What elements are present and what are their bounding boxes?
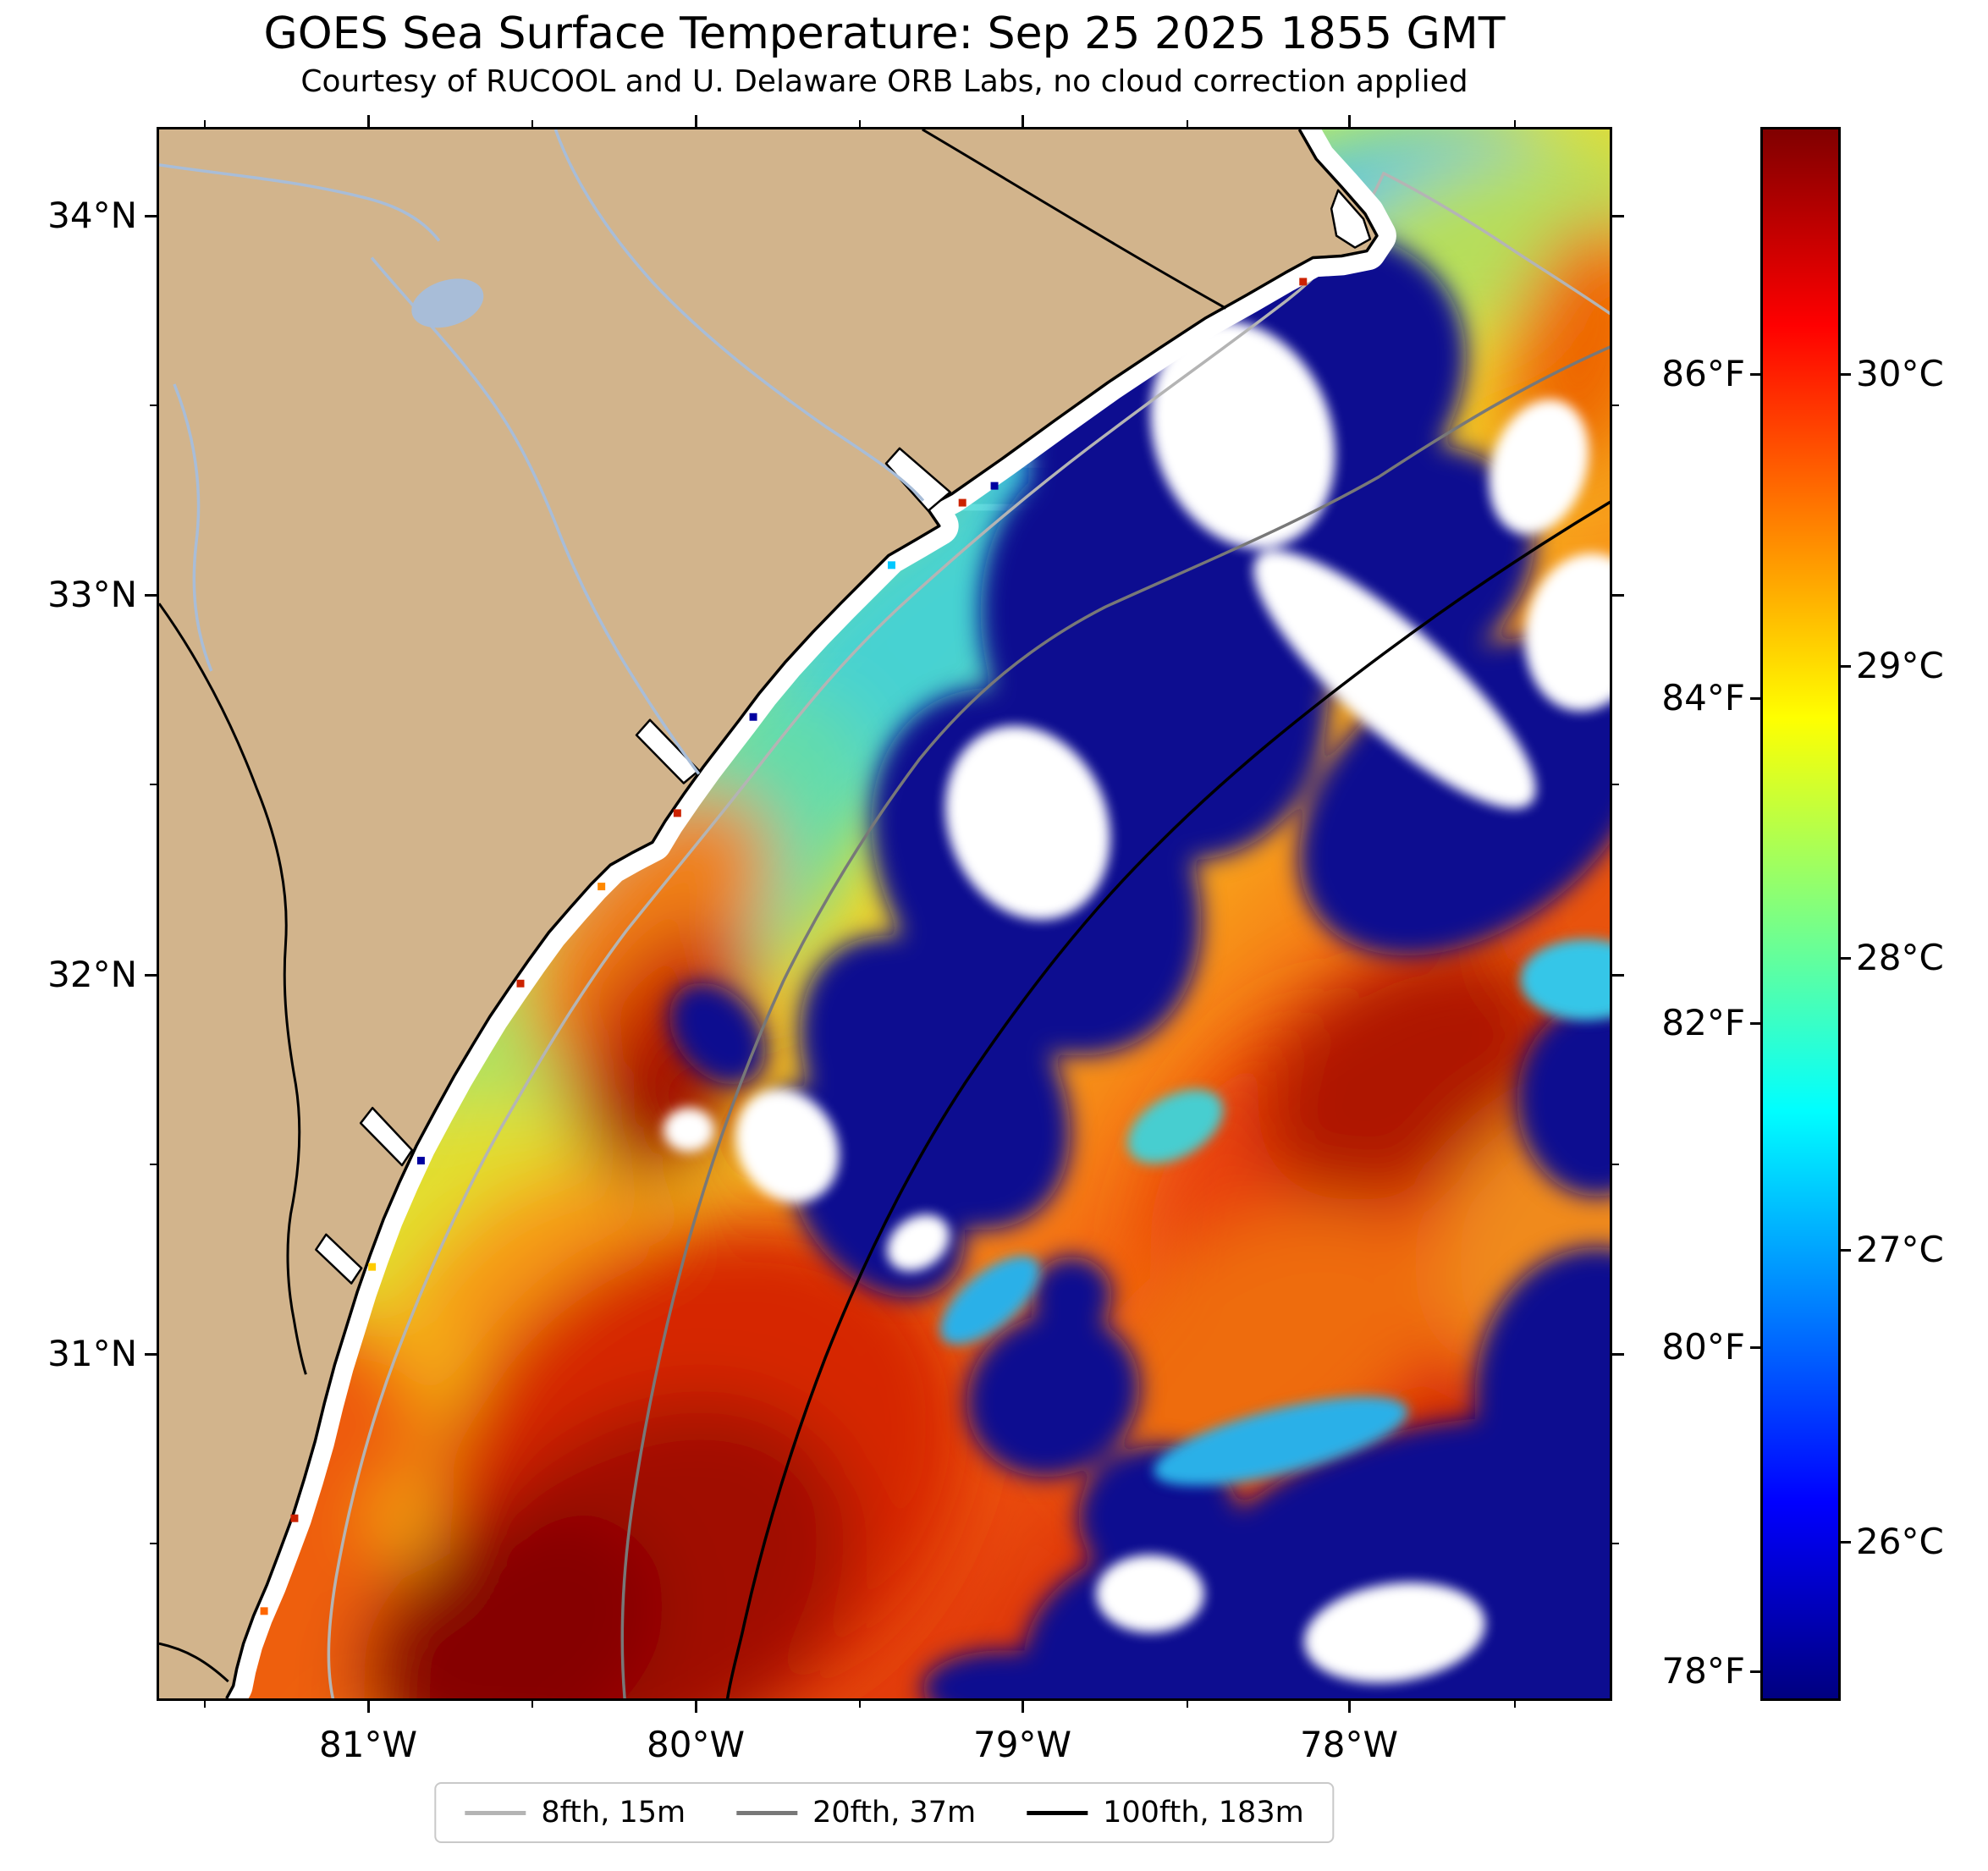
axis-tick — [1612, 404, 1619, 406]
axis-tick — [1612, 1164, 1619, 1165]
axis-tick — [145, 214, 157, 217]
x-tick-label: 80°W — [647, 1724, 745, 1765]
axis-tick — [145, 973, 157, 977]
contour-8fth-ne — [1382, 172, 1610, 316]
axis-tick — [1841, 1248, 1851, 1252]
axis-tick — [150, 1164, 157, 1165]
map-plot-area — [157, 127, 1612, 1701]
legend-item-20fth: 20fth, 37m — [736, 1796, 976, 1830]
axis-tick — [859, 120, 861, 127]
axis-tick — [1750, 372, 1760, 376]
sst-map — [159, 129, 1610, 1698]
axis-tick — [531, 1701, 533, 1708]
coastal-pixel-speckles — [260, 278, 1308, 1615]
axis-tick — [150, 404, 157, 406]
colorbar-c-label: 27°C — [1856, 1229, 1944, 1270]
contour-8fth — [327, 172, 1385, 1698]
axis-tick — [1514, 120, 1516, 127]
axis-tick — [1187, 1701, 1188, 1708]
colorbar-f-label: 86°F — [1661, 353, 1745, 394]
axis-tick — [859, 1701, 861, 1708]
axis-tick — [1841, 956, 1851, 960]
axis-tick — [1750, 696, 1760, 700]
axis-tick — [1347, 115, 1351, 127]
legend-label-100fth: 100fth, 183m — [1103, 1796, 1304, 1830]
colorbar-c-label: 30°C — [1856, 353, 1944, 394]
axis-tick — [1612, 1543, 1619, 1544]
axis-tick — [150, 784, 157, 785]
axis-tick — [1612, 973, 1624, 977]
legend-item-8fth: 8fth, 15m — [465, 1796, 686, 1830]
axis-tick — [1612, 784, 1619, 785]
axis-tick — [1612, 1352, 1624, 1356]
figure-title: GOES Sea Surface Temperature: Sep 25 202… — [263, 8, 1506, 59]
contour-20fth — [620, 345, 1610, 1698]
axis-tick — [366, 115, 370, 127]
colorbar-c-label: 28°C — [1856, 937, 1944, 978]
axis-tick — [1612, 214, 1624, 217]
y-tick-label: 32°N — [47, 954, 137, 995]
bathymetry-contours — [327, 172, 1610, 1698]
lake — [411, 278, 484, 328]
axis-tick — [694, 115, 697, 127]
state-borders — [159, 129, 1227, 1683]
y-tick-label: 31°N — [47, 1333, 137, 1374]
legend-line-100fth — [1027, 1810, 1088, 1815]
axis-tick — [204, 120, 206, 127]
colorbar-c-label: 29°C — [1856, 645, 1944, 686]
axis-tick — [366, 1701, 370, 1713]
axis-tick — [1750, 1345, 1760, 1349]
colorbar-f-label: 82°F — [1661, 1002, 1745, 1043]
axis-tick — [1750, 1670, 1760, 1673]
estuaries — [315, 189, 1372, 1285]
axis-tick — [1841, 372, 1851, 376]
contour-100fth — [725, 500, 1610, 1698]
y-tick-label: 34°N — [47, 195, 137, 236]
colorbar-f-label: 78°F — [1661, 1650, 1745, 1692]
axis-tick — [1750, 1021, 1760, 1025]
colorbar-c-label: 26°C — [1856, 1521, 1944, 1562]
legend-line-20fth — [736, 1810, 798, 1815]
axis-tick — [1021, 115, 1024, 127]
colorbar-f-label: 84°F — [1661, 677, 1745, 718]
figure-subtitle: Courtesy of RUCOOL and U. Delaware ORB L… — [300, 64, 1468, 99]
colorbar — [1760, 127, 1841, 1701]
axis-tick — [204, 1701, 206, 1708]
coastline — [225, 129, 1379, 1698]
axis-tick — [1021, 1701, 1024, 1713]
axis-tick — [1347, 1701, 1351, 1713]
legend-item-100fth: 100fth, 183m — [1027, 1796, 1304, 1830]
axis-tick — [1841, 1540, 1851, 1544]
cold-warm-fringes — [939, 938, 1610, 1486]
y-tick-label: 33°N — [47, 574, 137, 615]
axis-tick — [1612, 593, 1624, 597]
contour-legend: 8fth, 15m 20fth, 37m 100fth, 183m — [434, 1782, 1335, 1843]
axis-tick — [1841, 664, 1851, 668]
x-tick-label: 79°W — [973, 1724, 1071, 1765]
axis-tick — [145, 593, 157, 597]
cloud-mask-patches — [663, 321, 1610, 1683]
rivers — [159, 129, 925, 775]
land — [159, 129, 1377, 1698]
x-tick-label: 81°W — [319, 1724, 417, 1765]
axis-tick — [150, 1543, 157, 1544]
legend-label-20fth: 20fth, 37m — [812, 1796, 977, 1830]
axis-tick — [1514, 1701, 1516, 1708]
axis-tick — [531, 120, 533, 127]
axis-tick — [694, 1701, 697, 1713]
legend-label-8fth: 8fth, 15m — [541, 1796, 686, 1830]
x-tick-label: 78°W — [1300, 1724, 1398, 1765]
axis-tick — [145, 1352, 157, 1356]
colorbar-f-label: 80°F — [1661, 1326, 1745, 1367]
legend-line-8fth — [465, 1810, 526, 1815]
axis-tick — [1187, 120, 1188, 127]
